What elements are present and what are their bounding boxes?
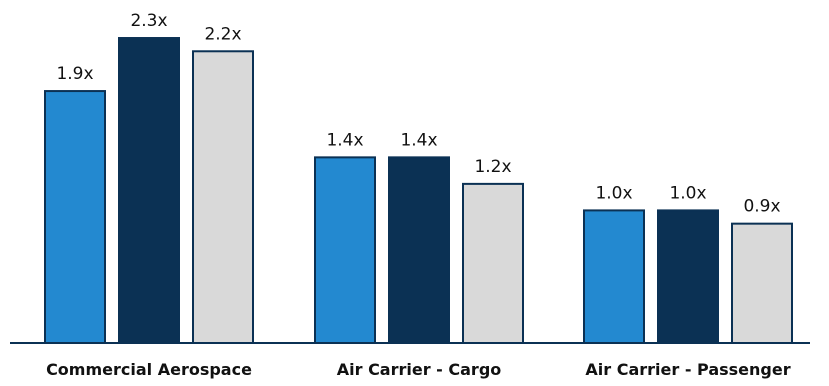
bar-1-2 <box>118 37 180 345</box>
category-label-1: Commercial Aerospace <box>46 360 252 379</box>
bars-layer <box>44 37 793 345</box>
bar-1-3 <box>192 50 254 344</box>
bar-2-2 <box>388 156 450 344</box>
data-label-2-1: 1.4x <box>326 130 363 150</box>
data-label-1-1: 1.9x <box>56 64 93 84</box>
category-label-2: Air Carrier - Cargo <box>337 360 502 379</box>
data-label-2-2: 1.4x <box>400 130 437 150</box>
data-label-2-3: 1.2x <box>474 157 511 177</box>
bar-2-3 <box>462 182 524 344</box>
data-label-3-2: 1.0x <box>669 183 706 203</box>
bar-2-1 <box>314 156 376 344</box>
bar-3-1 <box>583 209 645 344</box>
data-label-3-3: 0.9x <box>743 197 780 217</box>
data-label-3-1: 1.0x <box>595 183 632 203</box>
category-label-3: Air Carrier - Passenger <box>585 360 790 379</box>
category-labels-layer: Commercial Aerospace Air Carrier - Cargo A… <box>46 360 791 379</box>
data-label-1-3: 2.2x <box>204 24 241 44</box>
data-label-1-2: 2.3x <box>130 11 167 31</box>
bar-3-3 <box>731 222 793 344</box>
data-labels-layer: 1.9x 2.3x 2.2x 1.4x 1.4x 1.2x 1.0x 1.0x 0.9x <box>56 11 780 217</box>
bar-1-1 <box>44 90 106 344</box>
bar-3-2 <box>657 209 719 344</box>
